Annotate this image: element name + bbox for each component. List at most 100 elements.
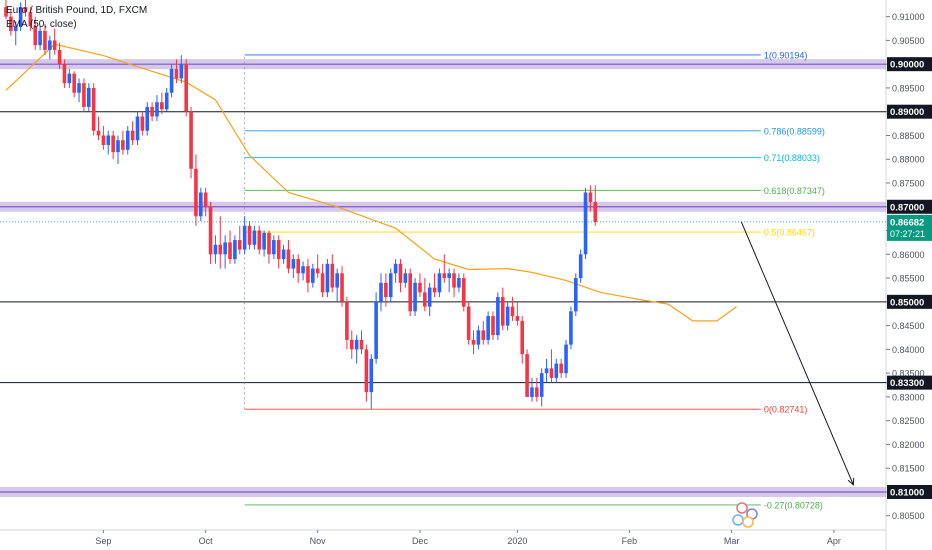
candle-body: [121, 140, 125, 150]
candle-body: [13, 26, 18, 31]
candle-body: [564, 344, 568, 374]
price-level-badge: [887, 199, 932, 214]
candle-body: [349, 339, 354, 350]
candle-body: [354, 339, 359, 350]
price-tick-label: 0.84500: [892, 321, 925, 331]
candle-body: [125, 130, 130, 150]
candle-body: [116, 140, 120, 153]
candle-body: [525, 354, 529, 397]
price-level-badge: [887, 375, 932, 390]
candle-body: [418, 282, 422, 293]
candle-body: [33, 26, 38, 46]
price-tick-label: 0.90500: [892, 36, 925, 46]
price-tick-label: 0.87500: [892, 179, 925, 189]
candle-body: [48, 40, 52, 50]
candle-body: [203, 192, 208, 207]
price-level-badge-text: 0.90000: [890, 60, 924, 71]
candle-body: [257, 230, 262, 250]
time-tick-label: Oct: [199, 536, 214, 546]
candle-body: [160, 102, 164, 110]
time-tick-label: Mar: [724, 536, 740, 546]
candle-body: [96, 130, 101, 136]
candle-body: [18, 7, 23, 27]
candle-body: [413, 282, 417, 312]
candle-body: [296, 259, 300, 274]
candle-body: [535, 387, 539, 397]
candle-body: [544, 368, 549, 374]
candle-body: [276, 240, 281, 260]
price-tick-label: 0.83000: [892, 392, 925, 402]
candle-body: [4, 7, 8, 17]
chart-legend: Euro / British Pound, 1D, FXCM EMA (50, …: [6, 4, 147, 32]
candle-body: [330, 263, 335, 288]
candle-body: [549, 368, 554, 378]
candle-body: [135, 116, 140, 141]
price-tick-label: 0.91000: [892, 12, 925, 22]
candle-body: [43, 30, 47, 50]
candle-body: [194, 168, 198, 217]
candle-body: [72, 73, 76, 93]
candle-body: [169, 68, 174, 93]
candle-body: [340, 273, 344, 302]
candle-body: [242, 225, 247, 250]
price-level-badge: [887, 104, 932, 119]
event-markers: [732, 502, 758, 528]
candle-body: [359, 339, 364, 350]
current-price-text: 0.86682: [890, 217, 924, 228]
candle-body: [452, 273, 456, 288]
price-axis: 0.91000 0.90500 0.90000 0.89500 0.89000 0.885…: [886, 12, 932, 521]
candle-body: [593, 202, 598, 222]
candle-body: [427, 287, 432, 307]
price-tick-label: 0.83500: [892, 369, 925, 379]
fib-level-label: 0(0.82741): [764, 405, 808, 415]
candle-body: [91, 87, 96, 131]
candle-body: [437, 273, 442, 293]
candle-body: [481, 330, 486, 340]
candle-body: [345, 301, 349, 340]
candle-body: [189, 111, 193, 169]
candle-body: [320, 273, 325, 293]
time-tick-label: Sep: [95, 536, 111, 546]
candle-body: [578, 254, 583, 279]
candle-body: [374, 301, 378, 359]
price-tick-label: 0.82000: [892, 440, 925, 450]
projection-arrow-head: [847, 477, 855, 486]
price-level-badge-text: 0.87000: [890, 202, 924, 213]
projection-arrow-line: [740, 221, 854, 486]
price-tick-label: 0.89500: [892, 83, 925, 93]
price-tick-label: 0.80500: [892, 511, 925, 521]
event-marker-icon: [732, 514, 744, 526]
candle-body: [515, 316, 520, 321]
candle-body: [111, 135, 115, 153]
candle-body: [130, 130, 135, 141]
candle-body: [228, 242, 232, 260]
candle-body: [252, 230, 257, 245]
candle-body: [174, 68, 179, 79]
candle-body: [442, 273, 447, 279]
candle-body: [262, 232, 266, 250]
price-tick-label: 0.84000: [892, 345, 925, 355]
candle-body: [476, 330, 481, 345]
candle-body: [23, 7, 28, 12]
price-tick-label: 0.88000: [892, 155, 925, 165]
candle-body: [306, 266, 310, 283]
price-level-badge-text: 0.89000: [890, 107, 924, 118]
candle-body: [281, 249, 286, 260]
candle-body: [199, 192, 203, 217]
candle-body: [447, 273, 451, 279]
ema-indicator-label: EMA (50, close): [6, 19, 77, 30]
candle-body: [213, 244, 218, 255]
time-tick-label: 2020: [507, 536, 527, 546]
price-level-badge: [887, 294, 932, 309]
candle-body: [408, 273, 413, 312]
candle-body: [67, 73, 72, 84]
candle-body: [150, 106, 154, 117]
candle-body: [164, 92, 169, 110]
candle-body: [272, 240, 276, 255]
candle-body: [510, 306, 515, 317]
candle-body: [393, 263, 398, 274]
candle-body: [208, 206, 213, 255]
candle-body: [77, 83, 81, 93]
time-tick-label: Nov: [310, 536, 327, 546]
